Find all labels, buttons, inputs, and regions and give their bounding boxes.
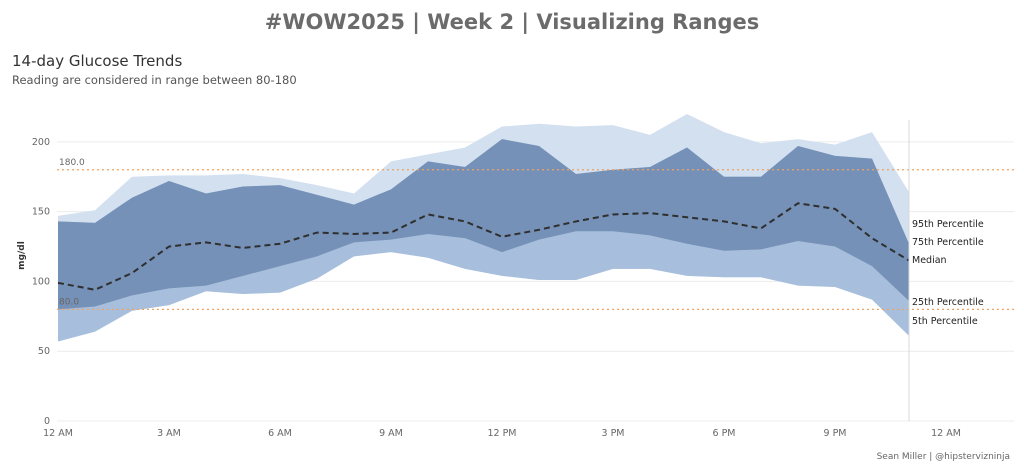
x-tick-label: 6 PM bbox=[713, 428, 736, 439]
series-label-75th-percentile: 75th Percentile bbox=[912, 237, 984, 248]
x-tick-label: 12 AM bbox=[43, 428, 73, 439]
series-label-25th-percentile: 25th Percentile bbox=[912, 297, 984, 308]
y-tick-label: 150 bbox=[32, 207, 50, 218]
dashboard-title: #WOW2025 | Week 2 | Visualizing Ranges bbox=[264, 10, 760, 34]
series-label-median: Median bbox=[912, 255, 947, 266]
x-tick-label: 12 PM bbox=[487, 428, 516, 439]
series-label-5th-percentile: 5th Percentile bbox=[912, 316, 978, 327]
x-tick-label: 6 AM bbox=[268, 428, 292, 439]
author-credit: Sean Miller | @hipstervizninja bbox=[876, 452, 1010, 462]
median-line bbox=[57, 202, 910, 291]
y-tick-label: 0 bbox=[44, 416, 50, 427]
y-tick-label: 200 bbox=[32, 137, 50, 148]
chart-title: 14-day Glucose Trends bbox=[12, 52, 183, 70]
y-tick-label: 100 bbox=[32, 276, 50, 287]
x-tick-label: 9 PM bbox=[824, 428, 847, 439]
y-axis-label: mg/dl bbox=[17, 241, 27, 270]
series-label-95th-percentile: 95th Percentile bbox=[912, 219, 984, 230]
x-tick-label: 3 PM bbox=[602, 428, 625, 439]
band-25th-75th bbox=[58, 139, 909, 310]
reference-label-180: 180.0 bbox=[59, 158, 85, 168]
reference-label-80: 80.0 bbox=[59, 297, 79, 307]
x-tick-label: 3 AM bbox=[157, 428, 181, 439]
x-tick-label: 12 AM bbox=[931, 428, 961, 439]
y-tick-label: 50 bbox=[38, 346, 50, 357]
chart-subtitle: Reading are considered in range between … bbox=[12, 73, 297, 87]
x-tick-label: 9 AM bbox=[379, 428, 403, 439]
